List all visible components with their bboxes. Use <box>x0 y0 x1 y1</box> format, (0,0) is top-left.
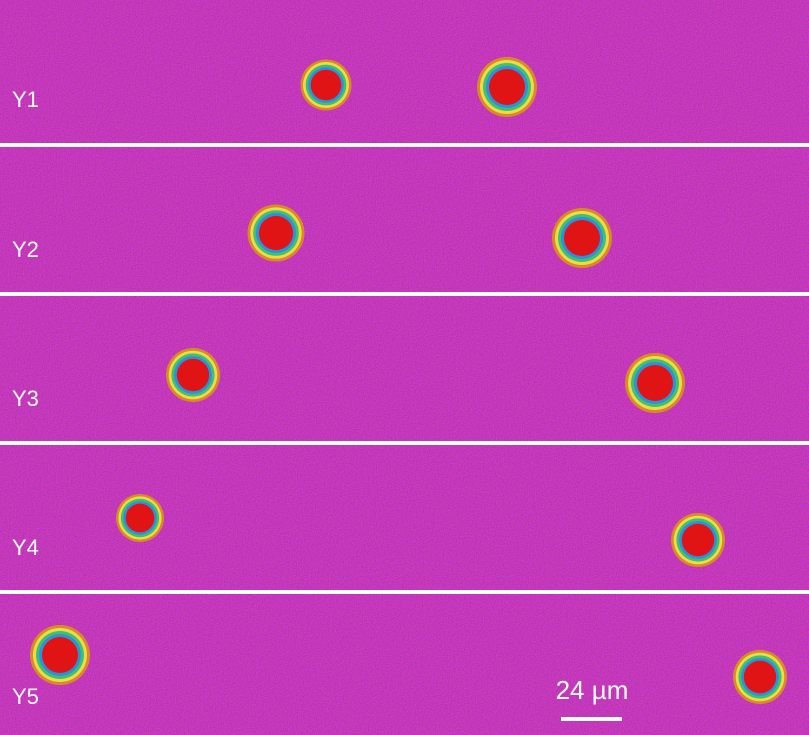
panel-label: Y2 <box>12 237 39 262</box>
panel: Y1 <box>0 0 809 143</box>
panel-label: Y3 <box>12 386 39 411</box>
panel: Y2 <box>0 147 809 292</box>
panel-label: Y5 <box>12 684 39 709</box>
panel: Y3 <box>0 296 809 441</box>
panel-label: Y1 <box>12 87 39 112</box>
panel: Y4 <box>0 445 809 590</box>
panel-label: Y4 <box>12 535 39 560</box>
panel: Y5 <box>0 594 809 735</box>
scale-bar-label: 24 µm <box>556 675 629 705</box>
